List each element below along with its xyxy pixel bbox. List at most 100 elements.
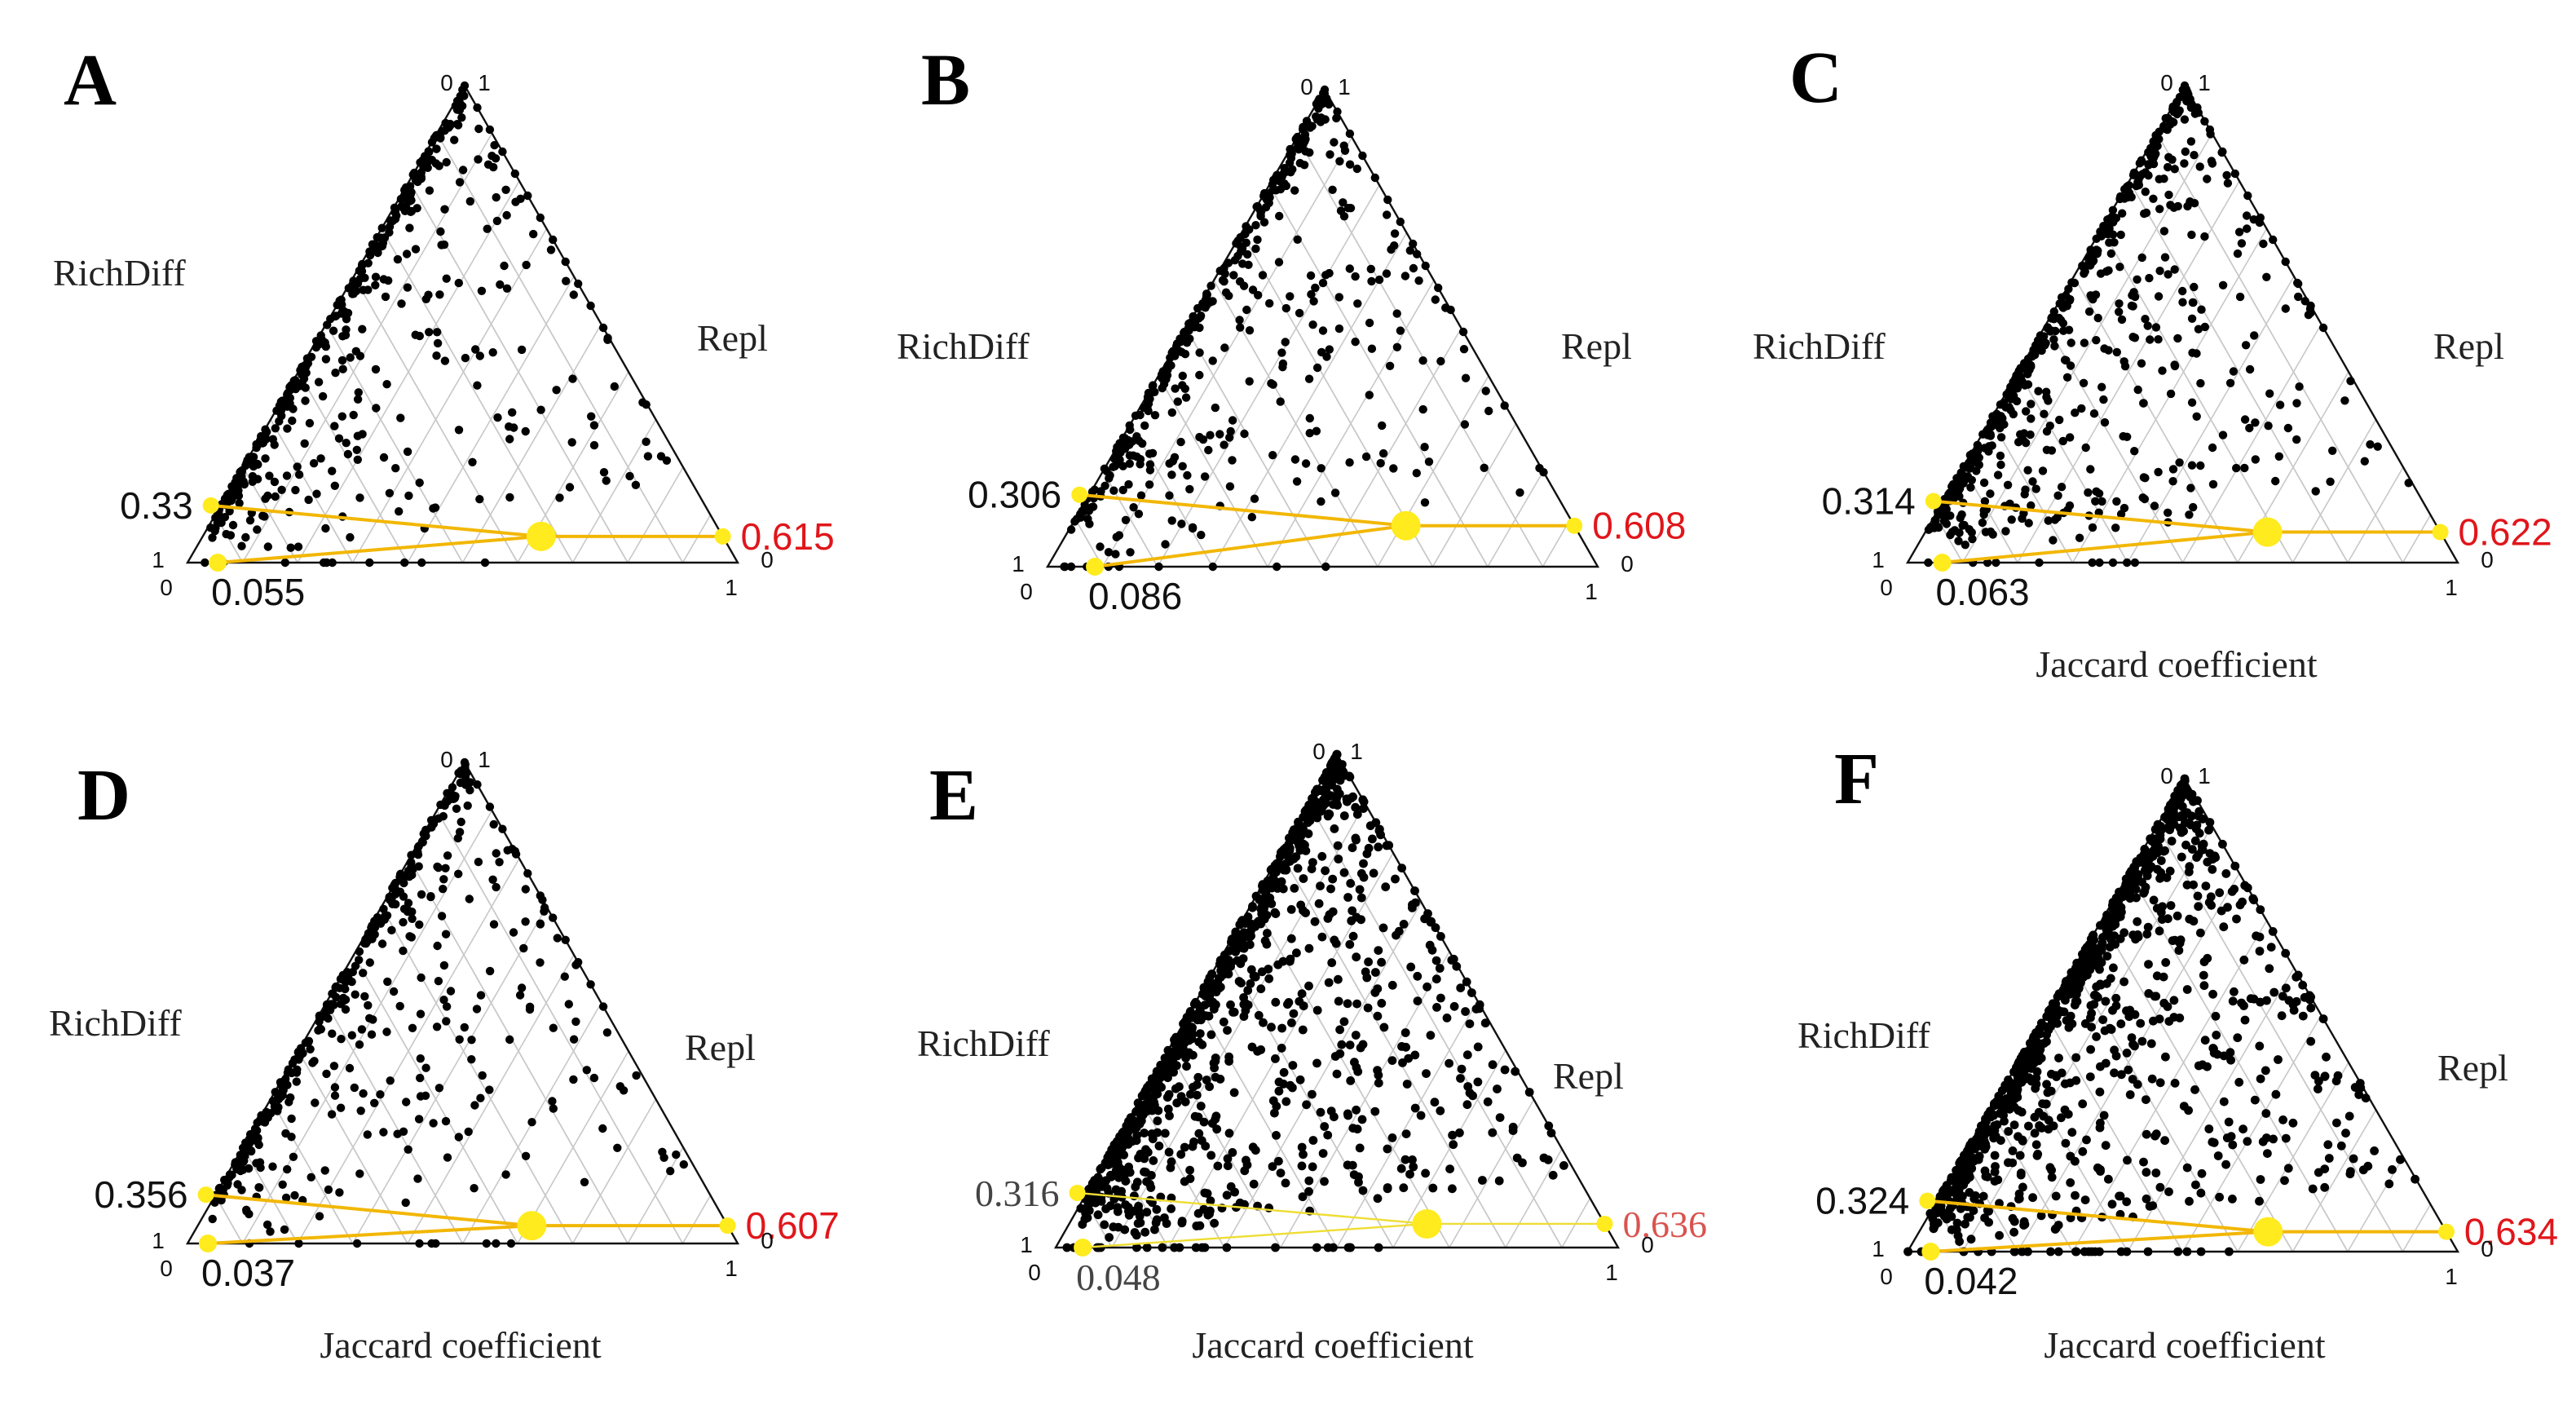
data-point (2061, 996, 2070, 1005)
data-point (1389, 464, 1398, 473)
data-point (1397, 864, 1406, 872)
data-point (2144, 960, 2153, 969)
data-point (1978, 430, 1987, 439)
data-point (2079, 378, 2089, 387)
grid-line (1158, 375, 1268, 568)
data-point (1221, 288, 1231, 297)
data-point (2251, 455, 2260, 464)
data-point (1385, 361, 1395, 370)
data-point (2232, 463, 2241, 473)
data-point (1251, 221, 1260, 230)
data-point (2211, 853, 2221, 863)
data-point (2142, 1095, 2150, 1104)
jaccard-marker (209, 554, 227, 572)
data-point (2046, 1014, 2056, 1023)
data-point (1984, 447, 1993, 456)
data-point (2096, 1062, 2105, 1071)
data-point (1150, 1225, 1159, 1235)
data-point (2199, 839, 2208, 849)
data-point (1172, 1098, 1182, 1108)
data-point (1297, 989, 1307, 999)
data-point (1247, 513, 1257, 522)
data-point (391, 464, 400, 473)
data-point (1226, 1000, 1235, 1009)
data-point (1263, 929, 1272, 938)
data-point (2243, 224, 2252, 233)
data-point (457, 91, 466, 100)
data-point (527, 1118, 536, 1127)
data-point (2066, 1178, 2075, 1187)
data-point (1494, 1176, 1504, 1186)
data-point (1306, 271, 1316, 280)
data-point (368, 921, 377, 930)
data-point (2205, 818, 2215, 827)
data-point (1175, 1082, 1184, 1092)
data-point (2175, 458, 2184, 467)
data-point (656, 452, 666, 461)
data-point (2062, 373, 2072, 382)
data-point (1351, 1031, 1361, 1040)
scatter-points (1062, 749, 1568, 1252)
data-point (1373, 1011, 1383, 1021)
data-point (555, 493, 564, 502)
repl-value-label: 0.622 (2459, 511, 2552, 554)
data-point (2023, 466, 2032, 475)
data-point (2092, 234, 2101, 243)
data-point (377, 939, 387, 948)
data-point (2156, 856, 2166, 865)
data-point (1339, 1017, 1349, 1027)
data-point (2141, 474, 2150, 483)
data-point (1245, 377, 1254, 386)
data-point (1195, 323, 1204, 333)
data-point (2404, 479, 2413, 488)
data-point (2208, 1137, 2217, 1146)
data-point (1277, 1044, 1286, 1053)
data-point (2292, 435, 2301, 444)
data-point (509, 928, 518, 937)
richdiff-marker (1069, 1184, 1086, 1201)
data-point (1096, 1164, 1105, 1174)
data-point (280, 1225, 289, 1235)
data-point (2169, 107, 2178, 117)
data-point (1333, 841, 1343, 850)
data-point (599, 468, 609, 477)
data-point (2187, 230, 2196, 240)
data-point (2230, 861, 2240, 871)
data-point (1188, 1142, 1198, 1151)
data-point (356, 1106, 365, 1115)
data-point (1335, 775, 1345, 785)
data-point (439, 996, 448, 1005)
data-point (1132, 1243, 1141, 1252)
data-point (2148, 1201, 2158, 1210)
data-point (1345, 1040, 1355, 1049)
data-point (350, 1083, 359, 1093)
repl-marker (719, 1217, 736, 1235)
data-point (2215, 888, 2225, 898)
data-point (2123, 1155, 2132, 1165)
data-point (2163, 815, 2172, 824)
data-point (493, 413, 502, 422)
data-point (1318, 326, 1328, 335)
panel-letter: C (1789, 38, 1842, 118)
data-point (2048, 999, 2058, 1009)
data-point (1983, 1172, 1992, 1182)
data-point (522, 260, 531, 270)
data-point (1076, 510, 1085, 519)
data-point (2142, 930, 2152, 939)
data-point (1969, 1206, 1978, 1216)
grid-line (2181, 324, 2322, 563)
data-point (536, 213, 545, 223)
data-point (399, 192, 408, 201)
corner-tick: 0 (160, 1256, 173, 1281)
data-point (1219, 1017, 1228, 1027)
data-point (679, 1159, 688, 1169)
data-point (1462, 1100, 1472, 1110)
data-point (443, 1153, 452, 1162)
grid-line (2291, 1109, 2377, 1252)
data-point (408, 170, 417, 179)
data-point (2180, 774, 2190, 784)
data-point (642, 437, 651, 446)
data-point (2230, 987, 2239, 996)
data-point (215, 1184, 224, 1193)
